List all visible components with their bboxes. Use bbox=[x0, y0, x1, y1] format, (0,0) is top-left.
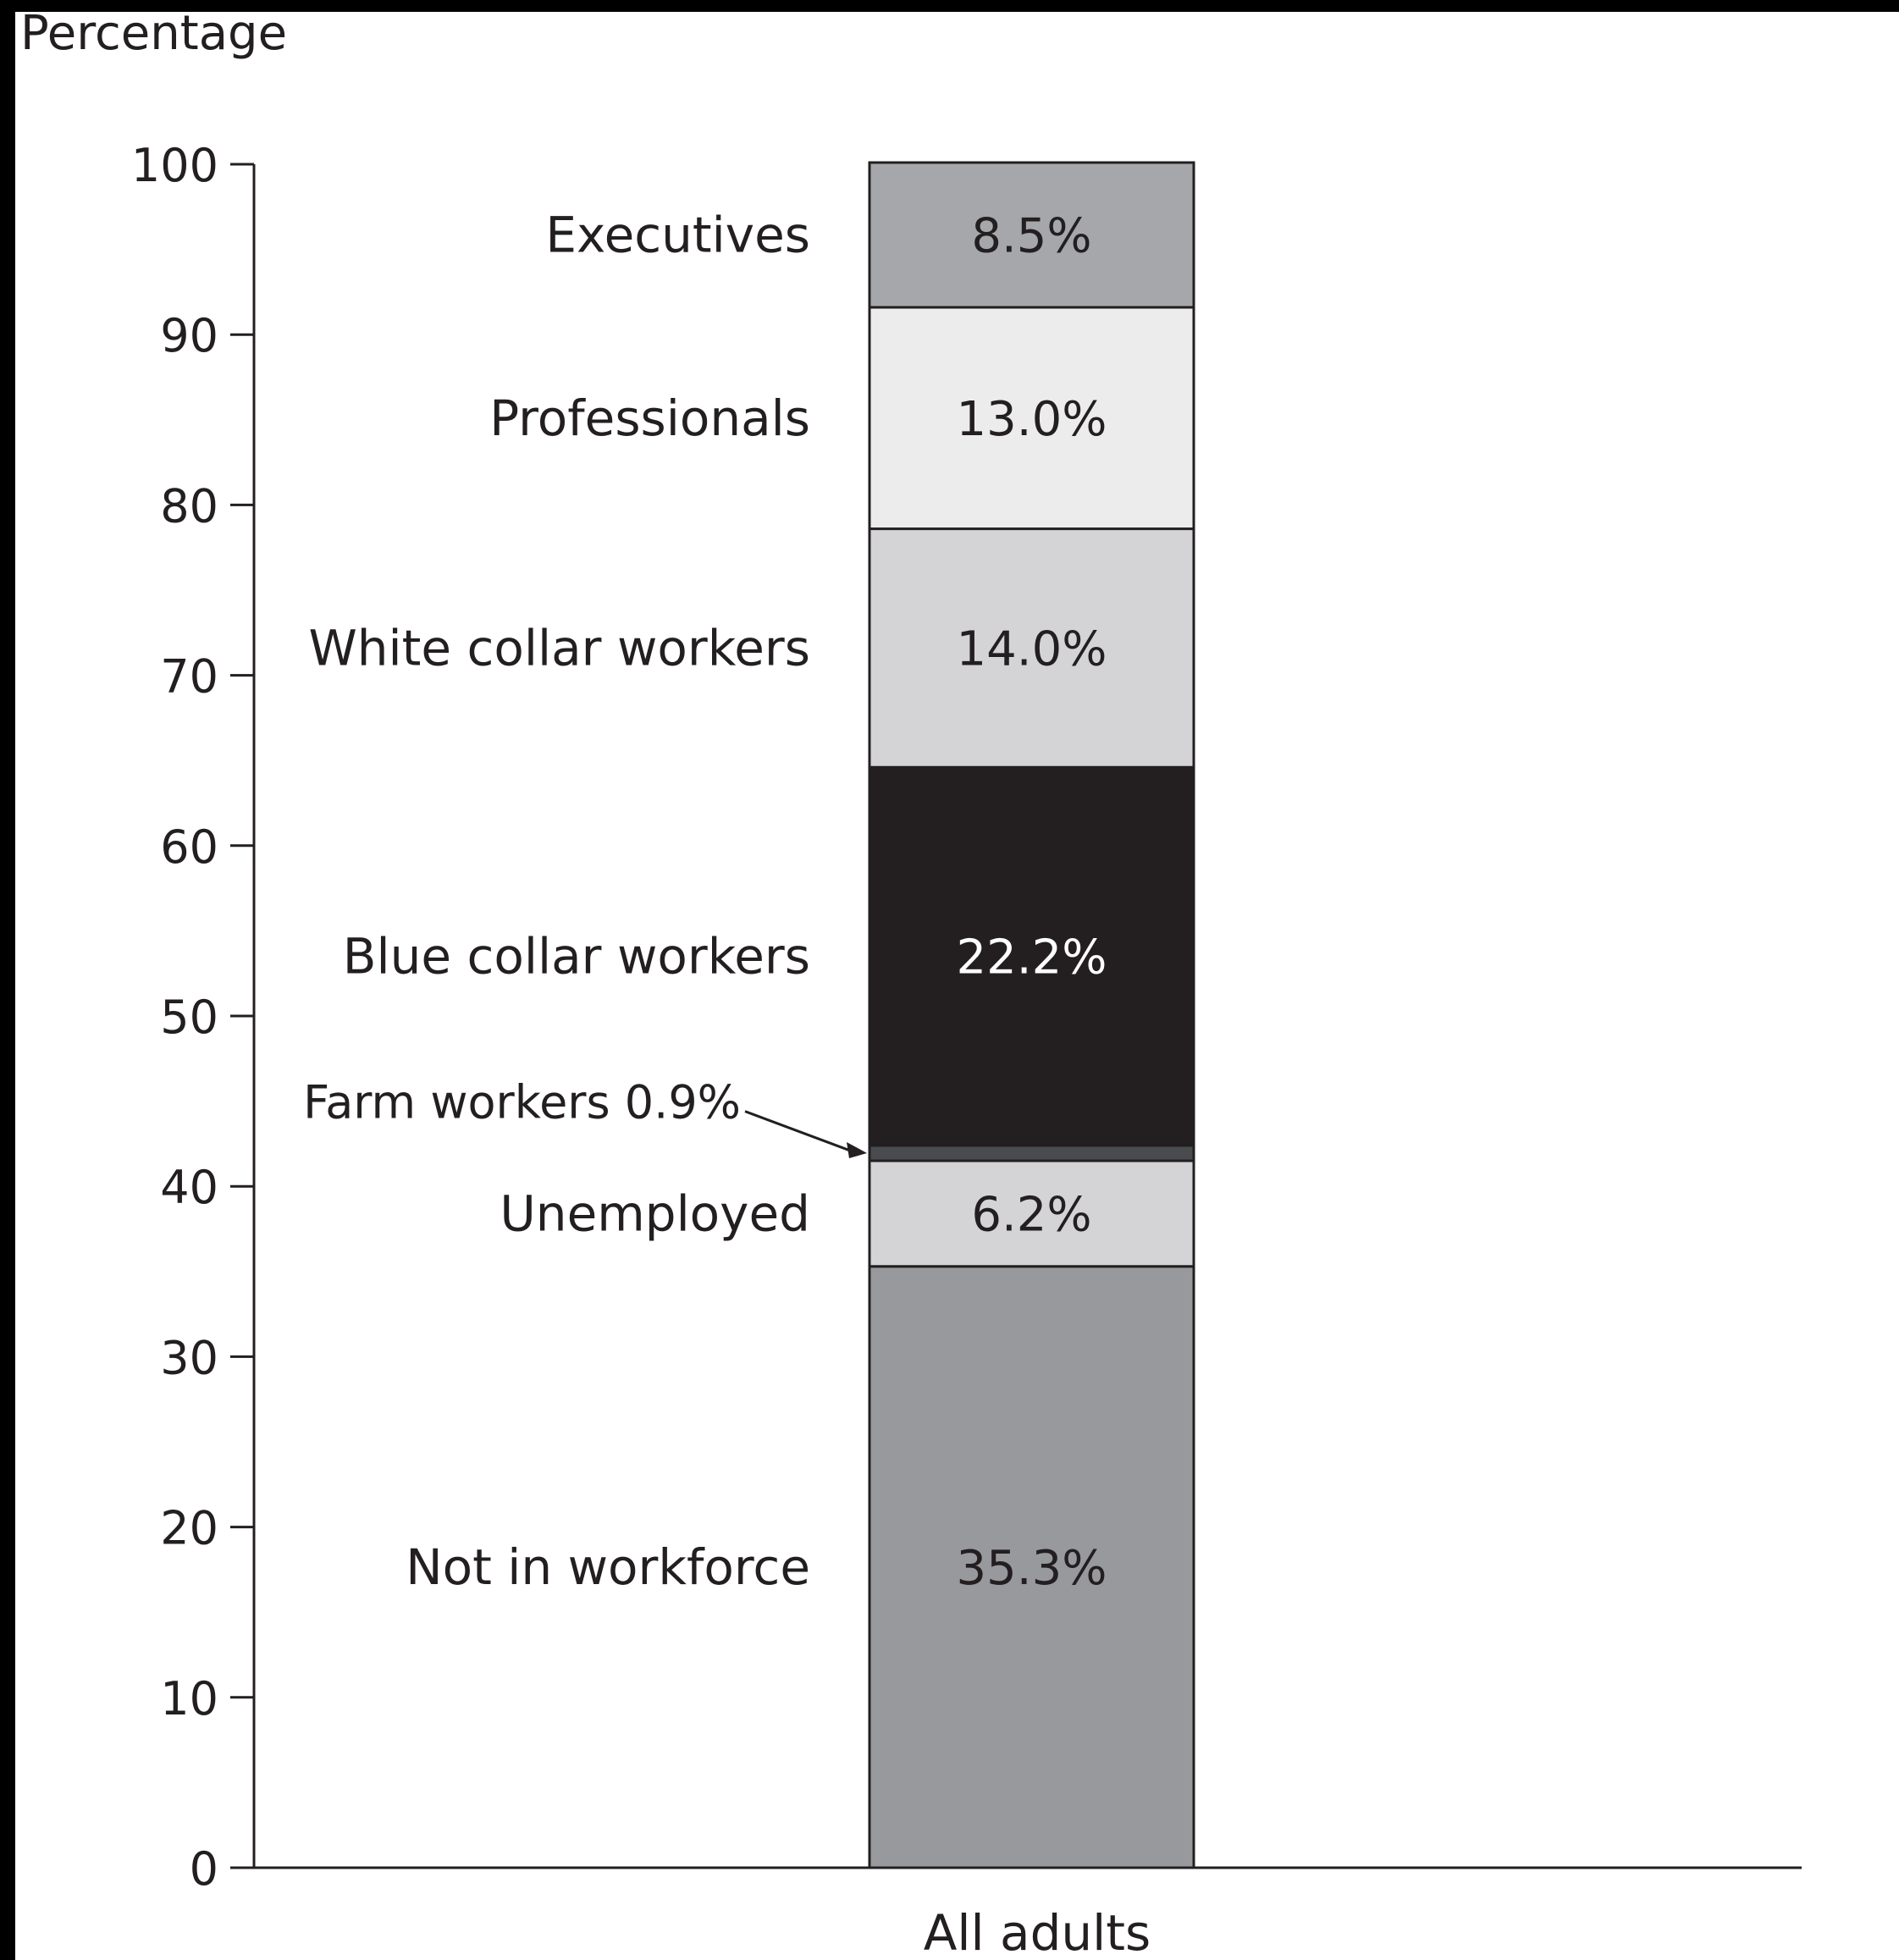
y-tick-label: 80 bbox=[160, 479, 218, 533]
y-tick-label: 40 bbox=[160, 1161, 218, 1214]
segment-value-label: 8.5% bbox=[971, 208, 1091, 263]
y-tick-label: 90 bbox=[160, 309, 218, 362]
y-tick-label: 20 bbox=[160, 1502, 218, 1555]
segment-name-label: Professionals bbox=[489, 389, 810, 447]
bar-segment bbox=[868, 1265, 1195, 1869]
segment-name-label: Unemployed bbox=[500, 1184, 810, 1242]
y-tick-label: 70 bbox=[160, 650, 218, 704]
y-tick-label: 100 bbox=[131, 139, 218, 192]
segment-value-label: 14.0% bbox=[957, 621, 1107, 676]
segment-name-label: Not in workforce bbox=[406, 1538, 810, 1596]
bar-segment bbox=[868, 306, 1195, 531]
labels: Not in workforce 35.3% Unemployed 6.2% Farm … bbox=[303, 206, 1107, 1595]
bar-segment bbox=[868, 161, 1195, 309]
bar-segment bbox=[868, 1159, 1195, 1268]
y-tick-label: 10 bbox=[160, 1672, 218, 1725]
segment-value-label: 22.2% bbox=[957, 930, 1107, 986]
bar-segment bbox=[868, 765, 1195, 1147]
segment-value-label: 13.0% bbox=[957, 392, 1107, 447]
x-category-label: All adults bbox=[924, 1904, 1151, 1960]
bar-segment bbox=[868, 527, 1195, 769]
bar-segments bbox=[868, 161, 1195, 1869]
y-tick-label: 0 bbox=[190, 1842, 218, 1896]
segment-value-label: 6.2% bbox=[971, 1187, 1091, 1242]
segment-name-label: Executives bbox=[545, 206, 810, 263]
y-tick-label: 30 bbox=[160, 1331, 218, 1384]
segment-value-label: 35.3% bbox=[957, 1541, 1107, 1596]
y-tick-label: 60 bbox=[160, 820, 218, 874]
bar-segment bbox=[868, 1144, 1195, 1162]
y-tick-label: 50 bbox=[160, 991, 218, 1044]
segment-name-label: Blue collar workers bbox=[343, 928, 810, 986]
annotation-arrow-line bbox=[744, 1110, 858, 1155]
segment-annotation: Farm workers 0.9% bbox=[303, 1076, 741, 1129]
segment-name-label: White collar workers bbox=[308, 619, 810, 676]
annotation-arrowhead bbox=[847, 1141, 867, 1158]
y-axis-label: Percentage bbox=[20, 6, 287, 61]
